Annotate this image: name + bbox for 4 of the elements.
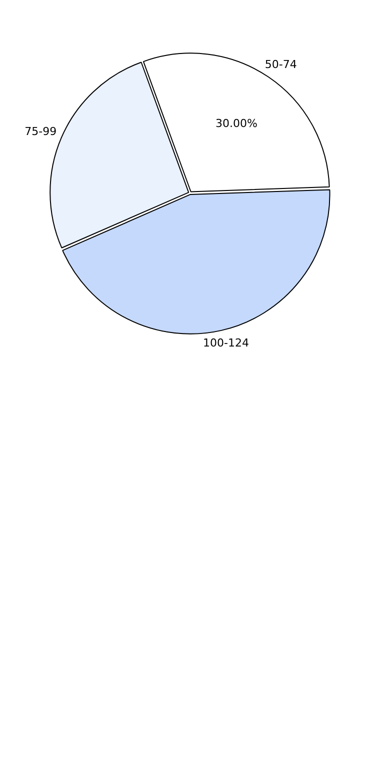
slice-label: 100-124: [203, 336, 249, 350]
data-label: 30.00%: [215, 116, 258, 130]
slice-label: 50-74: [264, 58, 297, 71]
slice-label: 75-99: [24, 124, 57, 138]
